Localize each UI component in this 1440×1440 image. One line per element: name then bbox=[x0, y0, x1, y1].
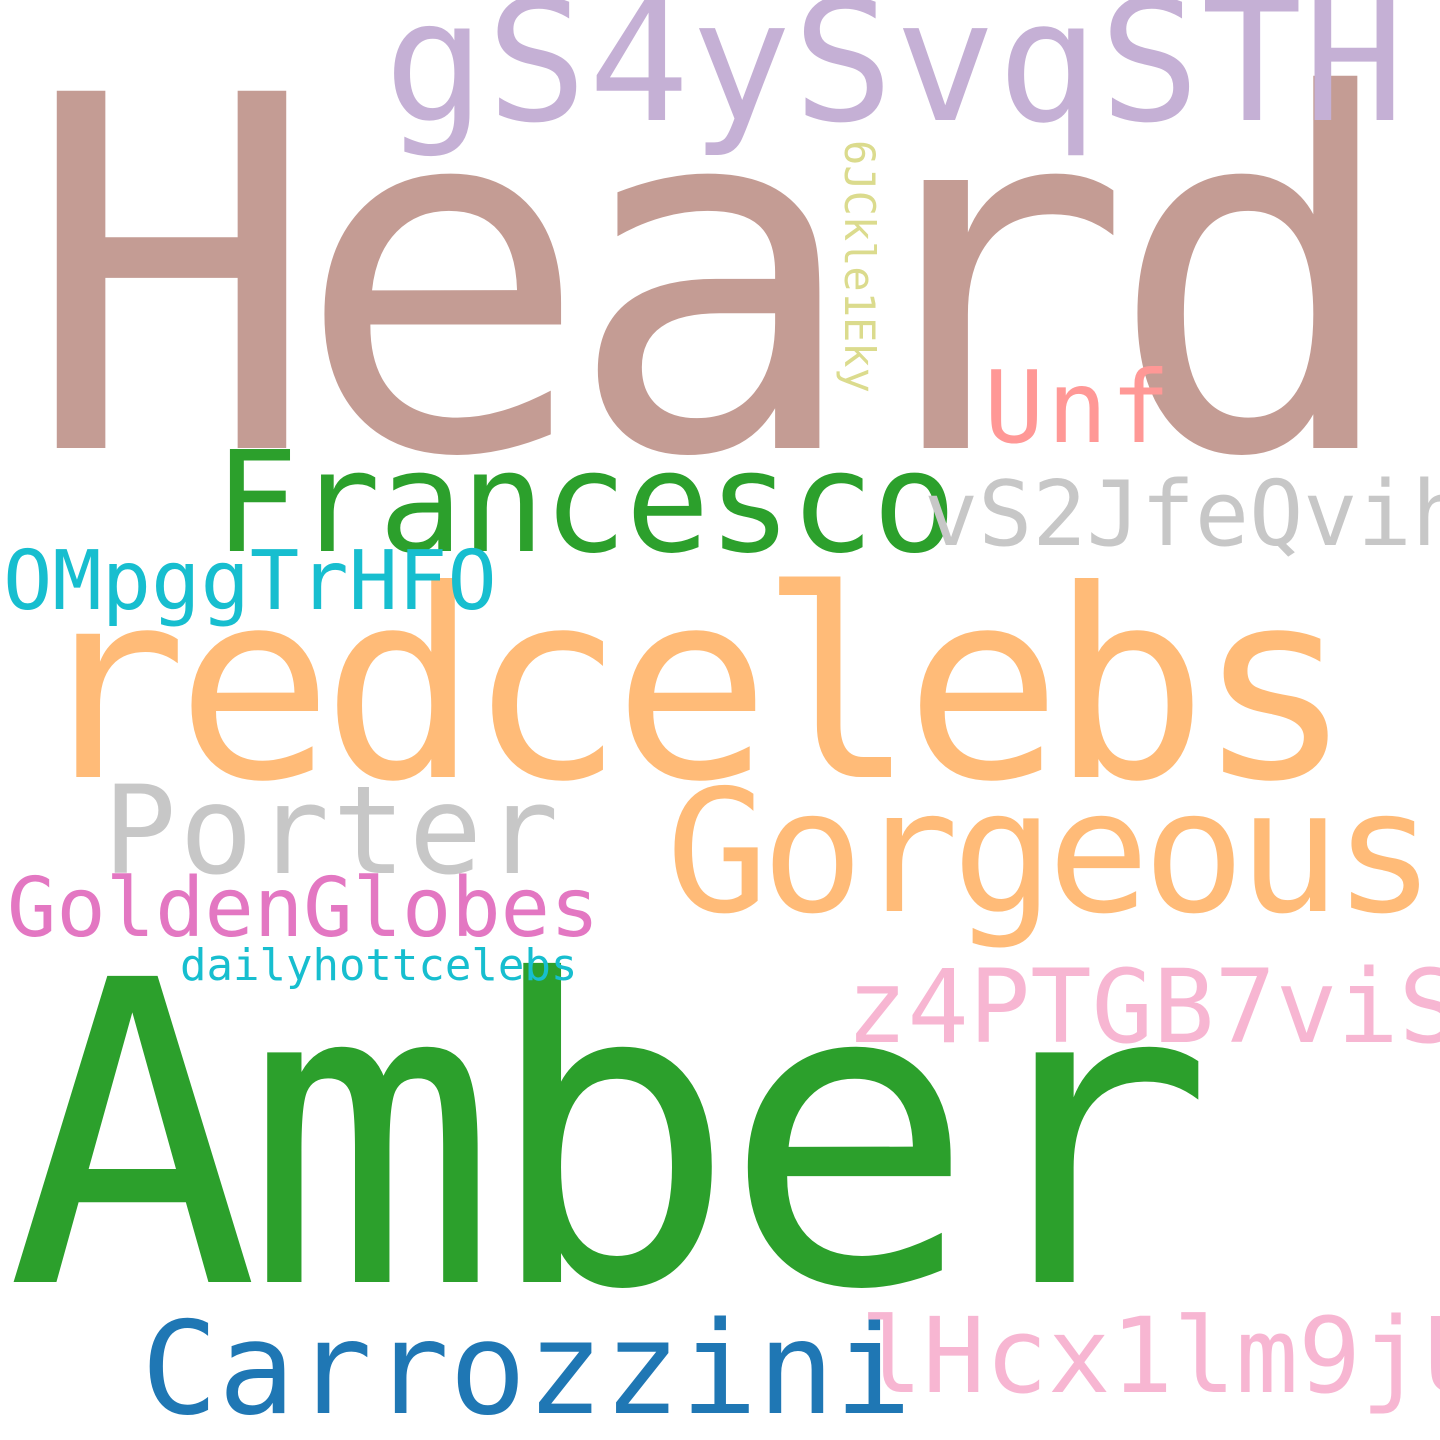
word-ompggtrhfo: OMpggTrHFO bbox=[3, 534, 497, 629]
word-heard: Heard bbox=[24, 0, 1403, 564]
word-gorgeous: Gorgeous bbox=[666, 754, 1436, 952]
word-redcelebs: redcelebs bbox=[30, 534, 1354, 839]
word-dailyhottcelebs: dailyhottcelebs bbox=[180, 940, 578, 991]
word-unf: Unf bbox=[984, 349, 1174, 466]
word-amber: Amber bbox=[6, 893, 1214, 1382]
word-carrozzini: Carrozzini bbox=[141, 1295, 912, 1440]
word-francesco: Francesco bbox=[214, 422, 957, 585]
word-lhcx1lm9ju: lHcx1lm9jU bbox=[860, 1295, 1440, 1417]
word-z4ptgb7vis: z4PTGB7viS bbox=[846, 948, 1440, 1067]
word-vs2jfeqvih: vS2JfeQvih bbox=[924, 462, 1440, 567]
word-porter: Porter bbox=[103, 760, 562, 902]
word-goldenglobes: GoldenGlobes bbox=[7, 861, 600, 956]
word-gs4ysvqsth: gS4ySvqSTH bbox=[384, 0, 1406, 160]
word-6jckle1eky: 6JCkle1Eky bbox=[835, 140, 884, 393]
